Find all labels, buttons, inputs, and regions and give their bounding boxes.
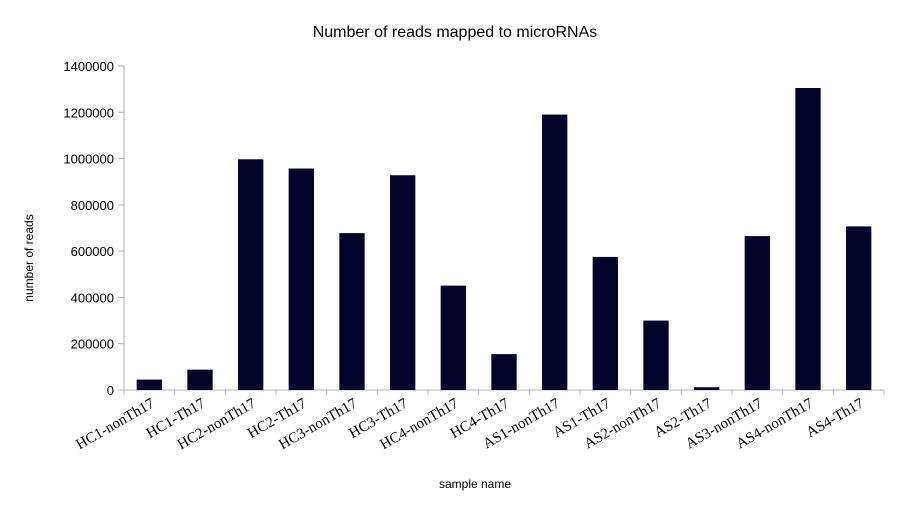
bar (846, 226, 872, 390)
x-axis-label: sample name (439, 477, 511, 491)
x-tick-label: HC1-nonTh17 (74, 395, 158, 453)
y-tick-label: 1000000 (63, 152, 114, 167)
y-tick-label: 400000 (71, 290, 114, 305)
bar (491, 354, 517, 390)
bar (288, 168, 314, 390)
bar (440, 285, 466, 390)
bar (592, 256, 618, 390)
plot-area: 0 200000 400000 600000 800000 1000000 1200000 1… (63, 59, 885, 453)
bar (136, 379, 162, 390)
bar (238, 159, 264, 390)
chart-title: Number of reads mapped to microRNAs (313, 24, 598, 41)
x-tick-label: AS4-Th17 (804, 395, 867, 441)
y-tick-label: 200000 (71, 337, 114, 352)
y-tick-label: 800000 (71, 198, 114, 213)
y-tick-label: 1400000 (63, 59, 114, 74)
y-tick-label: 600000 (71, 244, 114, 259)
bar (744, 236, 770, 390)
y-tick-label: 1200000 (63, 105, 114, 120)
bar (643, 320, 669, 390)
bar (187, 369, 213, 390)
bar (694, 387, 720, 390)
bar (390, 175, 416, 390)
bar (339, 233, 365, 390)
y-tick-label: 0 (107, 383, 114, 398)
bar (542, 114, 568, 390)
y-axis-label: number of reads (22, 214, 36, 301)
bar (795, 87, 821, 390)
